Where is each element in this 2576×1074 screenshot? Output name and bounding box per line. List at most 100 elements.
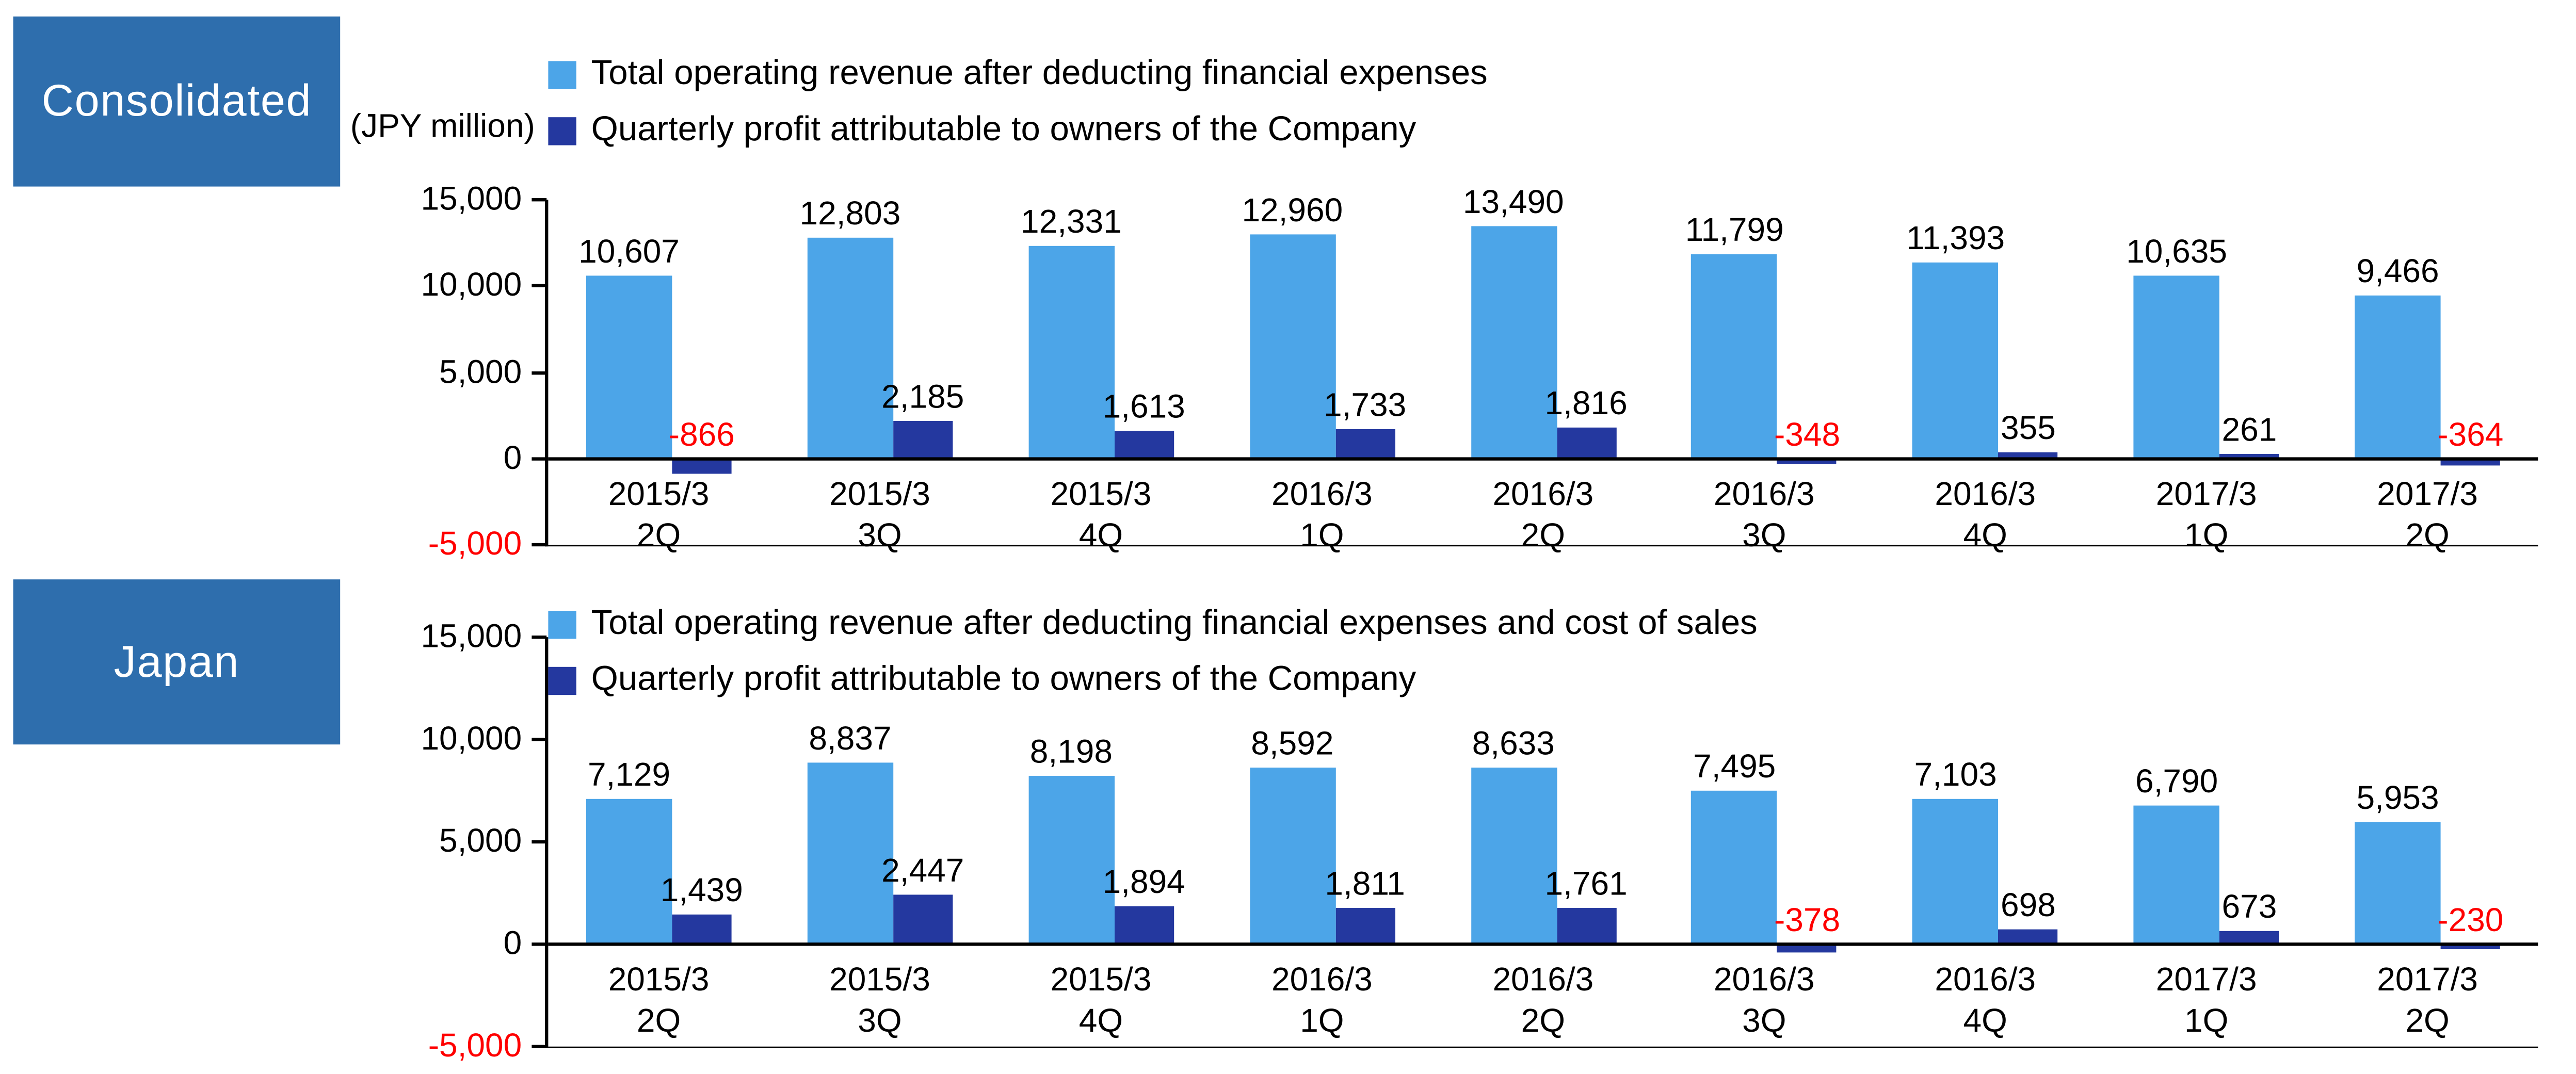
category-label: 2015/3 3Q [829, 477, 930, 555]
category-label: 2017/3 2Q [2377, 477, 2478, 555]
profit-bar [1335, 428, 1395, 459]
profit-bar [1556, 427, 1616, 459]
profit-bar [1777, 458, 1837, 465]
profit-value-label: -866 [668, 417, 735, 454]
profit-bar [1556, 908, 1616, 945]
profit-series-swatch-icon [548, 116, 576, 144]
revenue-bar [1470, 225, 1556, 459]
revenue-bar [2133, 275, 2220, 459]
profit-value-label: -348 [1774, 417, 1841, 454]
y-axis-tick [532, 457, 547, 460]
revenue-bar [1912, 799, 1999, 945]
profit-series-label: Quarterly profit attributable to owners … [591, 660, 1416, 698]
revenue-series-label: Total operating revenue after deducting … [591, 54, 1488, 93]
y-axis-tick-label: 15,000 [421, 619, 522, 656]
y-axis-tick-label: 10,000 [421, 721, 522, 758]
japan-chart-section: Japan Total operating revenue after dedu… [0, 569, 2576, 1073]
profit-bar [1335, 907, 1395, 945]
revenue-value-label: 12,331 [1021, 204, 1122, 241]
y-axis-tick-label: 10,000 [421, 268, 522, 304]
profit-bar [1114, 905, 1174, 945]
revenue-series-swatch-icon [548, 610, 576, 638]
revenue-value-label: 8,592 [1251, 727, 1334, 763]
profit-value-label: 1,894 [1102, 864, 1185, 901]
category-label: 2015/3 4Q [1050, 962, 1152, 1040]
profit-value-label: -230 [2437, 903, 2504, 939]
revenue-value-label: 7,495 [1693, 749, 1776, 786]
profit-value-label: 261 [2221, 413, 2277, 449]
profit-value-label: 1,816 [1544, 386, 1628, 422]
revenue-value-label: 11,393 [1906, 220, 2005, 257]
category-label: 2016/3 3Q [1713, 477, 1815, 555]
y-axis-tick-label: 5,000 [439, 354, 522, 390]
revenue-bar [586, 275, 672, 459]
category-label: 2017/3 1Q [2155, 477, 2257, 555]
profit-value-label: 698 [2001, 888, 2056, 925]
y-axis-tick-label: 0 [503, 926, 522, 963]
category-label: 2015/3 3Q [829, 962, 930, 1040]
x-axis-line [548, 942, 2538, 946]
revenue-value-label: 12,960 [1242, 193, 1343, 230]
profit-value-label: 1,811 [1325, 866, 1405, 902]
japan-badge: Japan [13, 579, 341, 745]
revenue-value-label: 8,837 [809, 722, 892, 759]
revenue-value-label: 8,633 [1472, 726, 1555, 763]
profit-value-label: 1,761 [1544, 867, 1628, 903]
profit-value-label: 1,733 [1324, 387, 1407, 424]
category-label: 2017/3 1Q [2155, 962, 2257, 1040]
category-label: 2015/3 2Q [608, 477, 710, 555]
profit-value-label: -364 [2437, 417, 2504, 454]
profit-bar [2219, 930, 2279, 945]
y-axis-tick [532, 198, 547, 202]
category-label: 2016/3 3Q [1713, 962, 1815, 1040]
consolidated-legend: Total operating revenue after deducting … [548, 46, 1488, 159]
profit-series-label: Quarterly profit attributable to owners … [591, 110, 1416, 149]
x-axis-line [548, 457, 2538, 460]
category-label: 2016/3 2Q [1492, 962, 1594, 1040]
revenue-value-label: 12,803 [799, 196, 901, 233]
y-axis-tick-label: -5,000 [428, 1028, 522, 1065]
consolidated-badge: Consolidated [13, 17, 341, 187]
profit-value-label: 355 [2001, 411, 2056, 448]
revenue-series-label: Total operating revenue after deducting … [591, 604, 1758, 642]
y-axis-tick-label: -5,000 [428, 526, 522, 563]
legend-item-profit: Quarterly profit attributable to owners … [548, 652, 1757, 708]
y-axis-tick-label: 5,000 [439, 823, 522, 860]
revenue-value-label: 7,103 [1914, 757, 1997, 794]
revenue-value-label: 13,490 [1462, 184, 1564, 221]
category-label: 2015/3 2Q [608, 962, 710, 1040]
revenue-bar [1470, 767, 1556, 945]
y-axis-tick [532, 370, 547, 374]
profit-bar [1998, 452, 2058, 459]
revenue-bar [807, 237, 893, 459]
revenue-bar [1028, 776, 1115, 945]
revenue-value-label: 9,466 [2356, 254, 2439, 290]
revenue-value-label: 11,799 [1685, 214, 1784, 250]
y-axis-tick [532, 942, 547, 946]
category-label: 2017/3 2Q [2377, 962, 2478, 1040]
profit-value-label: 1,439 [660, 873, 743, 910]
japan-plot-area: 15,000 10,000 5,000 0 -5,000 7,129 1,439 2015/3… [421, 619, 2538, 1065]
profit-value-label: 673 [2221, 889, 2277, 926]
category-label: 2016/3 1Q [1271, 477, 1373, 555]
y-axis-tick [532, 738, 547, 741]
revenue-value-label: 10,607 [578, 234, 680, 271]
profit-value-label: -378 [1774, 903, 1841, 939]
y-axis-tick-label: 0 [503, 440, 522, 477]
profit-bar [672, 915, 732, 945]
revenue-bar [1028, 246, 1115, 459]
consolidated-chart-section: Consolidated (JPY million) Total operati… [13, 17, 2538, 563]
category-label: 2016/3 4Q [1935, 962, 2036, 1040]
category-label: 2016/3 1Q [1271, 962, 1373, 1040]
revenue-bar [807, 763, 893, 945]
profit-bar [1114, 430, 1174, 459]
revenue-series-swatch-icon [548, 60, 576, 89]
revenue-value-label: 6,790 [2135, 763, 2218, 801]
japan-legend: Total operating revenue after deducting … [548, 596, 1758, 708]
japan-badge-label: Japan [114, 636, 240, 686]
jpy-million-label: (JPY million) [350, 109, 535, 145]
category-label: 2016/3 4Q [1935, 477, 2036, 555]
profit-bar [1998, 930, 2058, 945]
y-axis-tick [532, 284, 547, 288]
